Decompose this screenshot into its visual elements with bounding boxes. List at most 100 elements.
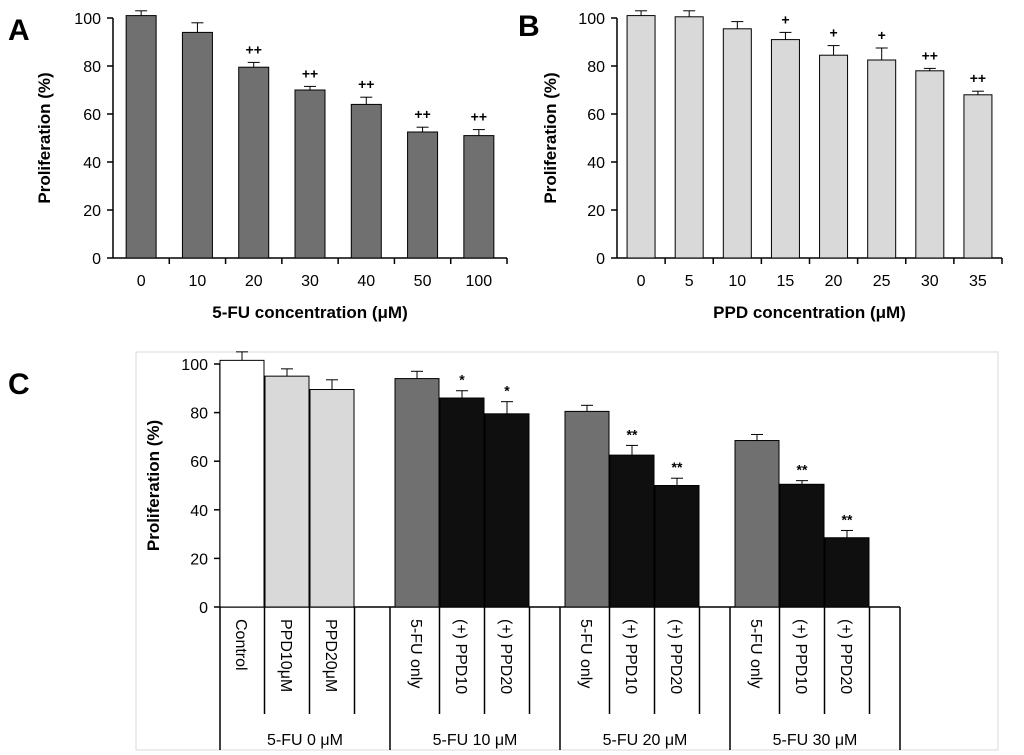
x-tick-label: 35: [969, 273, 987, 290]
bar: [722, 28, 752, 259]
significance-marker: ++: [246, 41, 262, 57]
chart-panel-c: 0 20 40 60 80 100 Proliferation (%) Control PPD1…: [144, 351, 901, 750]
bar: [350, 103, 382, 259]
y-tick-label: 20: [190, 551, 208, 568]
y-tick-label: 80: [587, 59, 605, 76]
x-tick-label: 40: [357, 273, 375, 290]
bar: [963, 94, 993, 259]
y-tick-label: 60: [587, 107, 605, 124]
significance-marker: ++: [922, 47, 938, 63]
bar: [394, 378, 440, 608]
bar: [674, 16, 704, 259]
category-label: 5-FU only: [747, 619, 764, 688]
category-label: (+) PPD10: [792, 619, 809, 694]
y-tick-label: 40: [83, 155, 101, 172]
category-label: Control: [232, 619, 249, 671]
category-label: PPD10μM: [277, 619, 294, 692]
y-tick-label: 60: [190, 454, 208, 471]
bar: [734, 440, 780, 608]
y-axis-label: Proliferation (%): [144, 420, 163, 551]
bar: [181, 31, 213, 259]
y-tick-label: 0: [596, 251, 605, 268]
x-tick-label: 10: [728, 273, 746, 290]
bar: [294, 89, 326, 259]
significance-marker: ++: [970, 70, 986, 86]
y-axis-label: Proliferation (%): [35, 72, 54, 203]
category-label: (+) PPD10: [622, 619, 639, 694]
group-label: 5-FU 0 μM: [267, 732, 343, 749]
x-axis-label: 5-FU concentration (μM): [212, 303, 408, 322]
bar: [626, 15, 656, 259]
bar: [125, 15, 157, 259]
y-tick-label: 80: [190, 406, 208, 423]
bar: [564, 410, 610, 608]
panel-c-frame: [135, 351, 999, 751]
category-label: (+) PPD20: [667, 619, 684, 694]
significance-marker: *: [459, 372, 465, 388]
category-label: (+) PPD20: [497, 619, 514, 694]
category-label: (+) PPD20: [837, 619, 854, 694]
bar: [484, 413, 530, 608]
y-tick-label: 100: [74, 11, 101, 28]
significance-marker: ++: [471, 109, 487, 125]
chart-panel-a: 0 20 40 60 80 100 0 10 20 ++ 30 ++ 40 ++ 50 ++ 100 ++ 5-FU…: [35, 10, 508, 322]
bar: [609, 454, 655, 608]
x-axis-label: PPD concentration (μM): [713, 303, 906, 322]
bar: [219, 359, 265, 608]
y-axis-label: Proliferation (%): [541, 72, 560, 203]
x-tick-label: 100: [466, 273, 493, 290]
x-tick-label: 20: [245, 273, 263, 290]
significance-marker: ++: [302, 65, 318, 81]
x-tick-label: 10: [189, 273, 207, 290]
significance-marker: +: [829, 25, 837, 41]
bar: [770, 39, 800, 259]
y-tick-label: 40: [190, 503, 208, 520]
category-label: 5-FU only: [577, 619, 594, 688]
y-tick-label: 100: [578, 11, 605, 28]
significance-marker: +: [878, 27, 886, 43]
y-tick-label: 20: [587, 203, 605, 220]
panel-letter-b: B: [518, 10, 540, 43]
significance-marker: ++: [414, 106, 430, 122]
bar: [867, 59, 897, 259]
group-label: 5-FU 30 μM: [773, 732, 858, 749]
significance-marker: ++: [358, 76, 374, 92]
y-tick-label: 40: [587, 155, 605, 172]
group-label: 5-FU 10 μM: [433, 732, 518, 749]
group-label: 5-FU 20 μM: [603, 732, 688, 749]
bar: [915, 70, 945, 259]
category-label: (+) PPD10: [452, 619, 469, 694]
y-tick-label: 100: [181, 357, 208, 374]
x-tick-label: 30: [301, 273, 319, 290]
bar: [309, 389, 355, 608]
x-tick-label: 20: [825, 273, 843, 290]
bar: [238, 66, 270, 259]
y-tick-label: 60: [83, 107, 101, 124]
y-tick-label: 80: [83, 59, 101, 76]
significance-marker: **: [627, 426, 638, 442]
x-tick-label: 25: [873, 273, 891, 290]
x-tick-label: 50: [414, 273, 432, 290]
x-tick-label: 0: [637, 273, 646, 290]
x-tick-label: 0: [137, 273, 146, 290]
bar: [407, 131, 439, 259]
bar: [654, 485, 700, 608]
y-tick-label: 0: [199, 600, 208, 617]
bar: [463, 135, 495, 259]
y-tick-label: 20: [83, 203, 101, 220]
x-tick-label: 5: [685, 273, 694, 290]
y-tick-label: 0: [92, 251, 101, 268]
significance-marker: **: [842, 511, 853, 527]
category-label: 5-FU only: [407, 619, 424, 688]
panel-letter-c: C: [8, 368, 30, 401]
bar: [824, 537, 870, 608]
significance-marker: **: [672, 459, 683, 475]
bar: [779, 483, 825, 608]
bar: [264, 375, 310, 608]
chart-panel-b: 0 20 40 60 80 100 0 5 10 15 +20 +25 +30 ++ 35 ++ PPD con…: [541, 10, 1003, 322]
panel-letter-a: A: [8, 14, 30, 47]
significance-marker: **: [797, 462, 808, 478]
significance-marker: +: [781, 11, 789, 27]
bar: [439, 397, 485, 608]
